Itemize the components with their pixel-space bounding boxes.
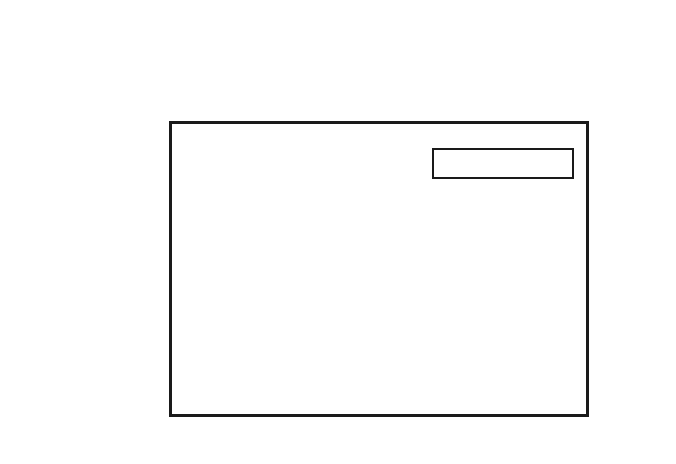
chart-subtitle-row (36, 60, 38, 80)
legend-box (431, 147, 574, 179)
plot-area (168, 120, 589, 417)
